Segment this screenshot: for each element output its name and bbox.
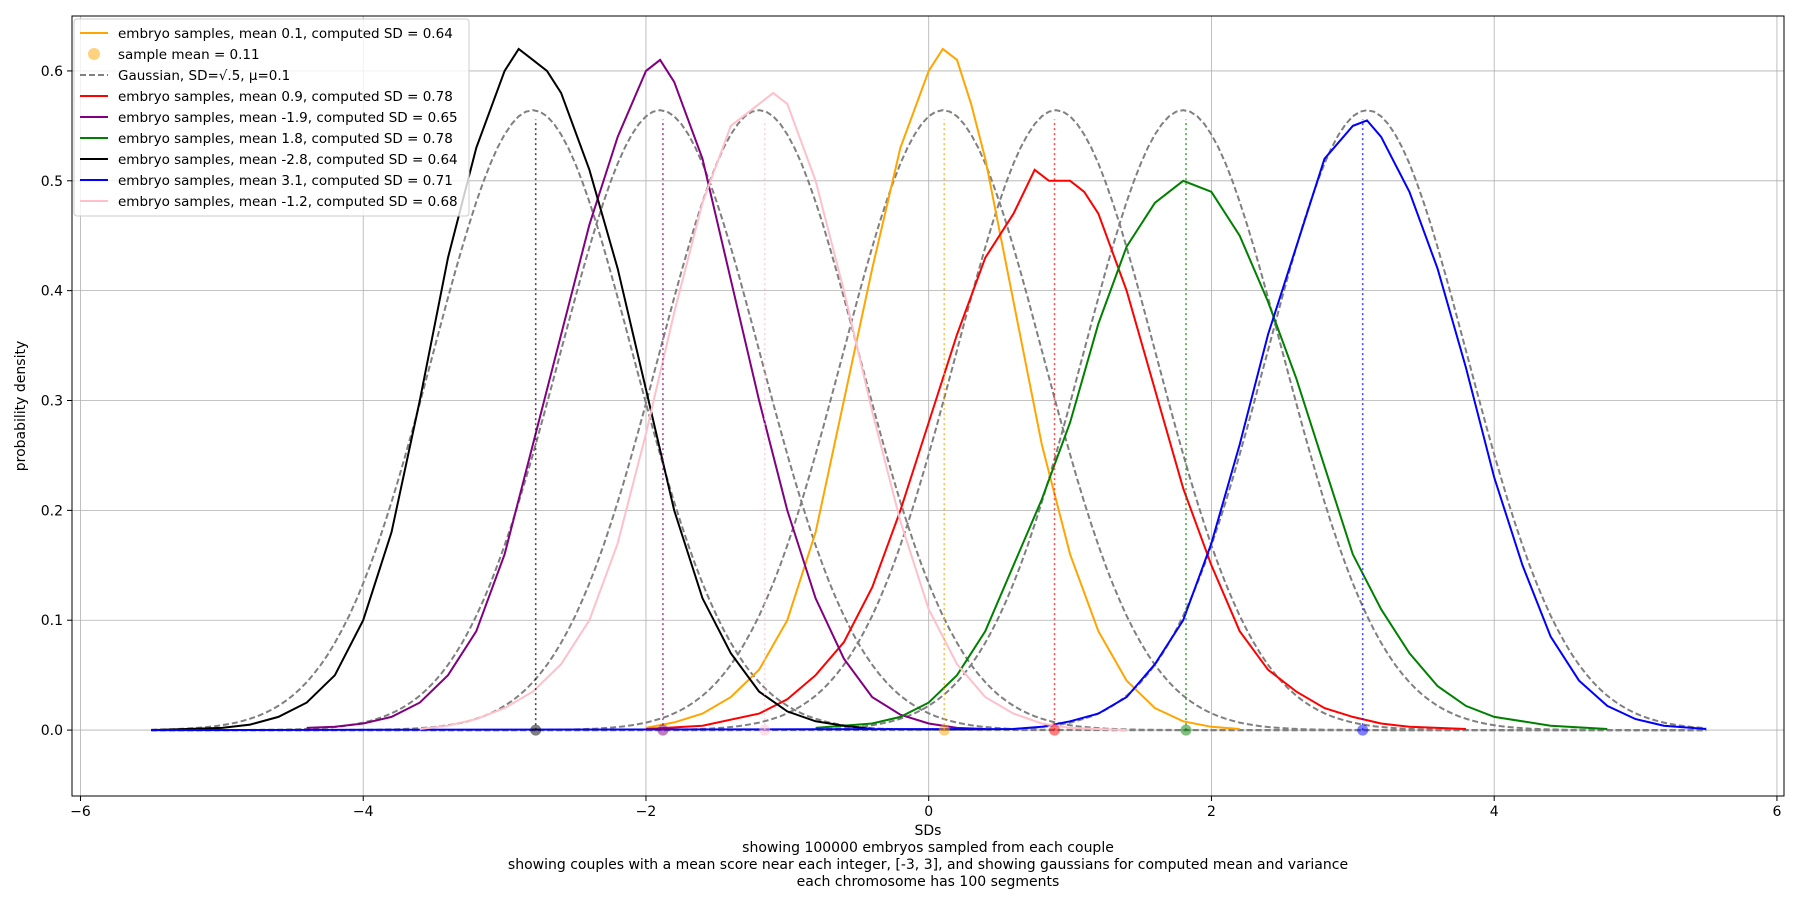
sample-series-line — [645, 168, 1466, 730]
legend-label: embryo samples, mean 0.1, computed SD = … — [118, 26, 453, 42]
x-tick-label: −4 — [353, 804, 374, 820]
mean-marker-dot — [530, 724, 542, 736]
caption-line-2: showing couples with a mean score near e… — [508, 857, 1348, 873]
x-tick-label: 6 — [1772, 804, 1781, 820]
mean-marker-dot — [657, 724, 669, 736]
sample-series-line — [645, 47, 1240, 730]
y-tick-label: 0.3 — [41, 394, 63, 410]
legend-swatch — [88, 48, 100, 60]
legend-label: Gaussian, SD=√.5, μ=0.1 — [118, 68, 290, 84]
x-tick-label: −2 — [636, 804, 657, 820]
plot-frame — [71, 15, 1785, 797]
sample-series-line — [151, 119, 1707, 732]
mean-marker-dot — [938, 724, 950, 736]
y-tick-label: 0.2 — [41, 503, 63, 519]
y-tick-label: 0.1 — [41, 613, 63, 629]
x-tick-label: 2 — [1207, 804, 1216, 820]
y-axis-label: probability density — [13, 341, 29, 471]
sample-series-line — [419, 91, 1127, 732]
caption-line-1: showing 100000 embryos sampled from each… — [742, 840, 1114, 856]
x-tick-label: −6 — [70, 804, 91, 820]
sample-series-line — [151, 47, 873, 732]
legend-box — [73, 18, 470, 217]
caption-line-3: each chromosome has 100 segments — [797, 874, 1060, 890]
mean-marker-dot — [1357, 724, 1369, 736]
legend: embryo samples, mean 0.1, computed SD = … — [73, 18, 470, 217]
y-tick-label: 0.4 — [41, 284, 63, 300]
x-tick-label: 0 — [924, 804, 933, 820]
legend-label: embryo samples, mean -2.8, computed SD =… — [118, 152, 458, 168]
x-tick-label: 4 — [1490, 804, 1499, 820]
plot-layer — [151, 47, 1707, 736]
sample-series-line — [306, 58, 986, 730]
mean-marker-dot — [1180, 724, 1192, 736]
legend-label: embryo samples, mean -1.9, computed SD =… — [118, 110, 458, 126]
mean-marker-dot — [759, 724, 771, 736]
legend-label: embryo samples, mean -1.2, computed SD =… — [118, 194, 458, 210]
y-tick-label: 0.6 — [41, 64, 63, 80]
ticks-layer: −6 −4 −2 0 2 4 6 0.0 0.1 0.2 0.3 0.4 0.5 0.6 — [41, 64, 1782, 820]
legend-label: embryo samples, mean 0.9, computed SD = … — [118, 89, 453, 105]
y-tick-label: 0.0 — [41, 723, 63, 739]
mean-marker-dot — [1049, 724, 1061, 736]
legend-label: embryo samples, mean 3.1, computed SD = … — [118, 173, 453, 189]
sample-series-line — [815, 179, 1608, 730]
legend-label: embryo samples, mean 1.8, computed SD = … — [118, 131, 453, 147]
gaussian-curve — [151, 109, 1707, 732]
legend-label: sample mean = 0.11 — [118, 47, 260, 63]
y-tick-label: 0.5 — [41, 174, 63, 190]
x-axis-label: SDs — [915, 823, 942, 839]
